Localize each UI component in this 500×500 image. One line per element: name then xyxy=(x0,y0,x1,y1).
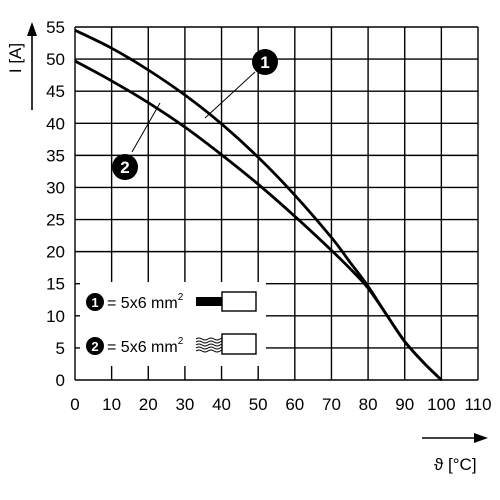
y-axis-label: I [A] xyxy=(6,43,25,73)
series-line-2 xyxy=(74,59,443,381)
y-tick-label-7: 35 xyxy=(46,146,65,165)
legend-badge-1-label: 1 xyxy=(91,295,98,310)
y-tick-label-8: 40 xyxy=(46,114,65,133)
x-tick-label-4: 40 xyxy=(212,395,231,414)
x-axis-title: ϑ [°C] xyxy=(422,433,488,474)
marker-2-badge xyxy=(112,154,138,180)
y-tick-label-0: 0 xyxy=(56,371,65,390)
legend: 1 = 5x6 mm2 2 = 5x6 mm2 xyxy=(80,282,266,366)
x-axis-arrow-head xyxy=(474,433,488,443)
solid-conductor-icon xyxy=(196,291,257,312)
legend-badge-2-label: 2 xyxy=(91,339,98,354)
marker-1-label: 1 xyxy=(260,53,269,72)
legend-badge-1 xyxy=(86,293,104,311)
y-axis-title: I [A] xyxy=(6,22,37,110)
x-tick-labels: 0 10 20 30 40 50 60 70 80 90 100 110 xyxy=(70,395,491,414)
y-tick-label-1: 5 xyxy=(56,339,65,358)
legend-entry-2: 2 = 5x6 mm2 xyxy=(86,333,257,356)
y-tick-label-10: 50 xyxy=(46,50,65,69)
x-tick-label-1: 10 xyxy=(102,395,121,414)
x-tick-label-2: 20 xyxy=(139,395,158,414)
y-tick-label-11: 55 xyxy=(46,18,65,37)
x-tick-label-10: 100 xyxy=(427,395,455,414)
y-tick-labels: 0 5 10 15 20 25 30 35 40 45 50 55 xyxy=(46,18,65,390)
x-tick-label-8: 80 xyxy=(359,395,378,414)
stranded-conductor-icon xyxy=(195,333,257,355)
x-tick-label-5: 50 xyxy=(249,395,268,414)
y-tick-label-9: 45 xyxy=(46,82,65,101)
x-tick-label-11: 110 xyxy=(464,395,491,414)
x-tick-label-9: 90 xyxy=(395,395,414,414)
y-tick-label-4: 20 xyxy=(46,243,65,262)
marker-2-label: 2 xyxy=(120,158,129,177)
y-tick-label-5: 25 xyxy=(46,211,65,230)
y-axis-arrow-head xyxy=(27,22,37,36)
x-tick-label-7: 70 xyxy=(322,395,341,414)
y-tick-label-6: 30 xyxy=(46,178,65,197)
x-tick-label-6: 60 xyxy=(285,395,304,414)
x-axis-label: ϑ [°C] xyxy=(434,455,477,474)
curve-marker-1: 1 xyxy=(204,49,278,119)
marker-1-leader xyxy=(204,71,256,119)
series-lines xyxy=(74,28,443,381)
legend-entry-1-text: = 5x6 mm2 xyxy=(107,292,184,312)
x-tick-label-0: 0 xyxy=(70,395,79,414)
legend-entry-1: 1 = 5x6 mm2 xyxy=(86,291,257,312)
marker-1-badge xyxy=(252,49,278,75)
marker-2-leader xyxy=(131,102,161,153)
curve-marker-2: 2 xyxy=(112,102,161,180)
legend-entry-2-text: = 5x6 mm2 xyxy=(107,336,184,356)
y-tick-label-2: 10 xyxy=(46,307,65,326)
x-tick-label-3: 30 xyxy=(175,395,194,414)
y-tick-label-3: 15 xyxy=(46,275,65,294)
legend-badge-2 xyxy=(86,337,104,355)
